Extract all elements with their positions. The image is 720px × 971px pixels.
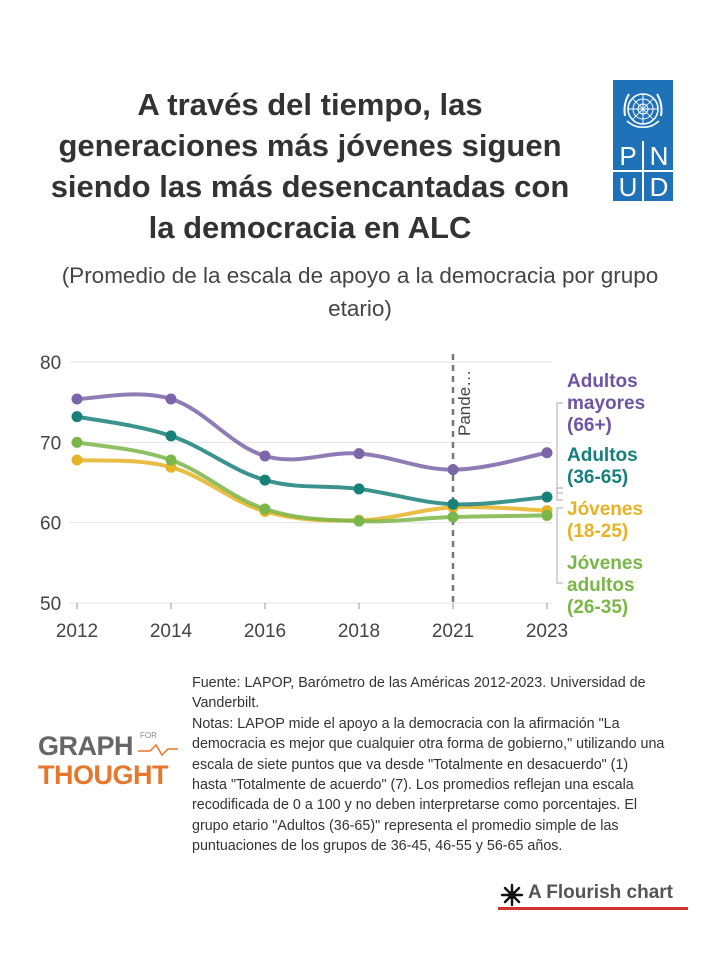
data-point	[447, 511, 459, 523]
data-point	[447, 464, 459, 476]
data-point	[541, 447, 553, 459]
series-line	[75, 392, 549, 472]
y-tick-label: 70	[40, 433, 61, 454]
source-text: Fuente: LAPOP, Barómetro de las Américas…	[192, 675, 646, 712]
series-label-line: Jóvenes	[567, 499, 644, 520]
logo-letter-u: U	[618, 172, 638, 202]
label-bracket	[556, 507, 563, 584]
x-tick-label: 2023	[526, 621, 568, 642]
y-tick-label: 60	[40, 514, 61, 535]
data-point	[353, 483, 365, 495]
data-point	[353, 515, 365, 527]
chart-series	[71, 392, 553, 527]
y-tick-label: 50	[40, 594, 61, 615]
data-point	[259, 474, 271, 486]
flourish-underline	[498, 907, 688, 910]
pnud-logo: P N U D	[613, 80, 673, 202]
line-chart: Pande… 50 60 70 80 2012 2014 2016 2018 2021 2023	[40, 353, 568, 642]
flourish-credit[interactable]: A Flourish chart	[498, 881, 688, 911]
chart-axes: 50 60 70 80 2012 2014 2016 2018 2021 2023	[40, 353, 568, 642]
flourish-text: A Flourish chart	[528, 882, 673, 903]
series-label-line: (18-25)	[567, 521, 629, 542]
x-tick-label: 2021	[432, 621, 474, 642]
data-point	[71, 436, 83, 448]
notes-text: Notas: LAPOP mide el apoyo a la democrac…	[192, 715, 665, 855]
label-bracket	[556, 402, 563, 494]
data-point	[259, 503, 271, 515]
chart-subtitle: (Promedio de la escala de apoyo a la dem…	[61, 263, 659, 321]
data-point	[71, 454, 83, 466]
series-label: Adultos (36-65)	[567, 445, 638, 489]
source-notes: Fuente: LAPOP, Barómetro de las Américas…	[192, 673, 667, 857]
series-label-line: Adultos	[567, 371, 638, 392]
pandemic-label: Pande…	[455, 370, 474, 436]
chart-gridlines	[70, 361, 552, 604]
logo-letter-p: P	[619, 141, 637, 171]
x-tick-label: 2012	[56, 621, 98, 642]
graph-for-thought-logo: GRAPH FOR THOUGHT	[38, 731, 198, 791]
data-point	[541, 509, 553, 521]
series-label-line: Adultos	[567, 445, 638, 466]
pandemic-annotation: Pande…	[451, 354, 474, 603]
series-label-line: (66+)	[567, 415, 612, 436]
data-point	[71, 393, 83, 405]
series-label-line: adultos	[567, 575, 635, 596]
chart-title: A través del tiempo, las generaciones má…	[50, 87, 570, 245]
x-tick-label: 2016	[244, 621, 286, 642]
series-line	[75, 414, 549, 507]
logo-divider-horizontal	[613, 170, 673, 172]
data-point	[447, 498, 459, 510]
series-label: Adultos mayores (66+)	[567, 371, 645, 437]
series-label-line: (26-35)	[567, 597, 629, 618]
label-brackets	[556, 402, 563, 584]
flourish-star-icon	[500, 883, 524, 907]
brand-for: FOR	[140, 731, 157, 740]
brand-thought: THOUGHT	[38, 760, 168, 790]
data-point	[165, 393, 177, 405]
brand-line-icon	[138, 743, 178, 757]
brand-graph: GRAPH	[38, 731, 134, 761]
series-line	[75, 440, 549, 524]
series-label-line: mayores	[567, 393, 646, 414]
series-label-line: Jóvenes	[567, 553, 644, 574]
logo-letter-d: D	[649, 172, 669, 202]
data-point	[165, 454, 177, 466]
y-tick-label: 80	[40, 353, 61, 374]
un-emblem-icon	[623, 93, 663, 128]
series-label-line: (36-65)	[567, 467, 629, 488]
series-label: Jóvenes (18-25)	[567, 499, 643, 543]
data-point	[541, 491, 553, 503]
x-tick-label: 2018	[338, 621, 380, 642]
data-point	[71, 411, 83, 423]
logo-letter-n: N	[649, 141, 669, 171]
x-tick-label: 2014	[150, 621, 193, 642]
series-label: Jóvenes adultos (26-35)	[567, 553, 643, 619]
label-bracket	[556, 487, 563, 501]
data-point	[259, 450, 271, 462]
data-point	[165, 430, 177, 442]
data-point	[353, 448, 365, 460]
